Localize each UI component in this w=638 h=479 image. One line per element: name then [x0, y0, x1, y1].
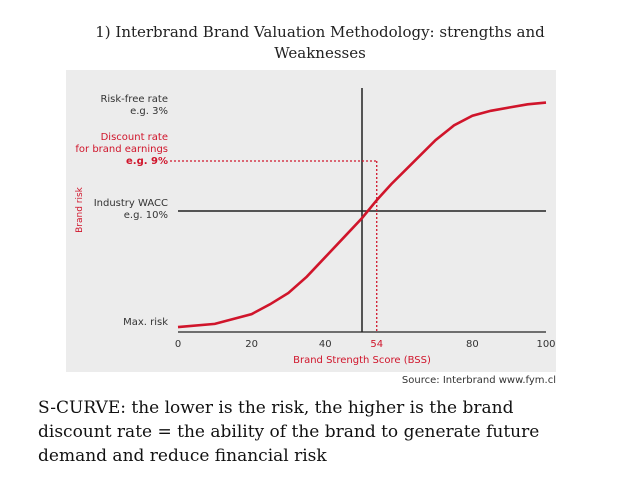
x-tick-label-40: 40: [319, 339, 332, 350]
x-tick-label-20: 20: [245, 339, 258, 350]
discount-rate-label-2: for brand earnings: [75, 144, 168, 155]
max-risk-label: Max. risk: [123, 317, 168, 328]
industry-wacc-value: e.g. 10%: [124, 210, 168, 221]
x-tick-label-0: 0: [175, 339, 181, 350]
x-axis-title: Brand Strength Score (BSS): [293, 355, 431, 366]
source-note: Source: Interbrand www.fym.cl: [401, 375, 556, 386]
s-curve-line: [177, 101, 547, 329]
x-tick-label-100: 100: [536, 339, 555, 350]
slide-title-line-2: Weaknesses: [274, 44, 366, 62]
s-curve-chart: Risk-free rate e.g. 3% Discount rate for…: [66, 70, 556, 372]
discount-rate-label: Discount rate: [101, 132, 168, 143]
caption-line-2: discount rate = the ability of the brand…: [38, 422, 540, 442]
chart-svg: Risk-free rate e.g. 3% Discount rate for…: [75, 88, 556, 366]
x-tick-labels: 0 20 40 54 80 100: [175, 339, 556, 350]
y-axis-title: Brand risk: [75, 186, 85, 233]
caption-line-1: S-CURVE: the lower is the risk, the high…: [38, 398, 514, 418]
industry-wacc-label: Industry WACC: [94, 198, 168, 209]
discount-rate-value: e.g. 9%: [126, 156, 168, 167]
x-tick-label-80: 80: [466, 339, 479, 350]
caption: S-CURVE: the lower is the risk, the high…: [38, 396, 608, 468]
caption-line-3: demand and reduce financial risk: [38, 446, 327, 466]
risk-free-rate-value: e.g. 3%: [130, 106, 168, 117]
slide-title-line-1: 1) Interbrand Brand Valuation Methodolog…: [95, 23, 545, 41]
slide-title: 1) Interbrand Brand Valuation Methodolog…: [40, 22, 600, 64]
x-tick-label-54: 54: [370, 339, 383, 350]
risk-free-rate-label: Risk-free rate: [100, 94, 168, 105]
